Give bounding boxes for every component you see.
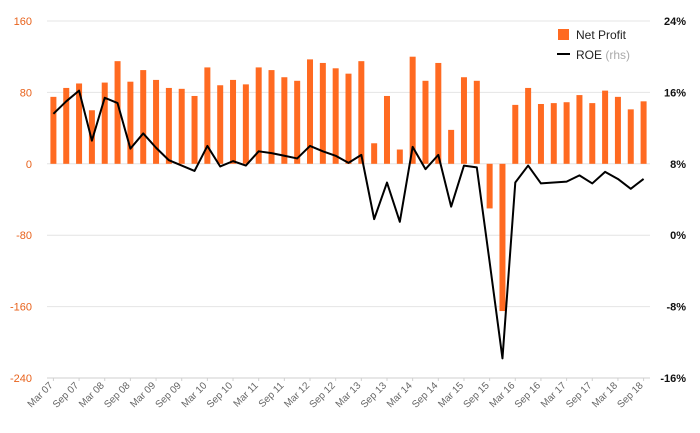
x-tick-label: Sep 18 [616,380,646,410]
legend-net-profit-label: Net Profit [576,28,627,42]
net-profit-bar [114,61,121,164]
left-tick-label: 160 [14,16,32,28]
net-profit-bar [640,101,647,164]
net-profit-bar [217,85,224,164]
net-profit-bar [383,95,390,164]
x-tick-label: Sep 10 [205,380,235,410]
net-profit-bar [191,95,198,164]
x-tick-label: Sep 07 [51,380,81,410]
net-profit-bar [255,67,262,164]
net-profit-bar [204,67,211,164]
x-tick-label: Mar 18 [590,380,620,410]
net-profit-bar [332,68,339,164]
x-tick-label: Sep 15 [462,380,492,410]
x-tick-label: Mar 09 [128,380,158,410]
net-profit-bar [294,80,301,164]
net-profit-bar [614,96,621,164]
right-tick-label: 24% [664,16,686,28]
net-profit-bar [371,143,378,164]
x-tick-label: Sep 09 [154,380,184,410]
x-tick-label: Sep 12 [308,380,338,410]
x-tick-label: Sep 11 [257,380,287,410]
x-tick-label: Mar 15 [436,380,466,410]
net-profit-bar [307,59,314,164]
net-profit-bar [345,73,352,164]
left-tick-label: 80 [20,87,32,99]
x-tick-label: Sep 17 [564,380,594,410]
net-profit-bar [178,88,185,164]
x-tick-label: Sep 13 [359,380,389,410]
net-profit-bar [63,87,70,164]
x-tick-label: Mar 14 [385,380,415,410]
net-profit-bar [422,80,429,164]
net-profit-bar [550,103,557,164]
right-tick-label: 8% [670,159,686,171]
x-tick-label: Mar 17 [539,380,569,410]
net-profit-bar [101,82,108,164]
net-profit-bar [537,104,544,164]
legend-net-profit-swatch [558,29,569,40]
net-profit-bar [127,81,134,164]
net-profit-bar [525,87,532,164]
net-profit-bar [602,90,609,164]
net-profit-bar [435,62,442,164]
x-tick-label: Mar 12 [282,380,312,410]
x-tick-label: Sep 08 [102,380,132,410]
net-profit-bar [448,129,455,164]
net-profit-bar [512,104,519,164]
x-tick-label: Mar 13 [334,380,364,410]
roe-line-group [52,89,645,360]
x-tick-label: Mar 11 [232,380,262,410]
right-tick-label: -8% [666,302,686,314]
net-profit-bar [50,96,57,164]
roe-line [52,89,645,360]
net-profit-bar [499,163,506,312]
right-tick-label: 16% [664,87,686,99]
left-tick-label: -80 [16,230,32,242]
net-profit-bar [76,83,83,164]
x-tick-label: Sep 16 [513,380,543,410]
right-axis-ticks: 24% 16% 8% 0% -8% -16% [660,16,686,385]
net-profit-bars [50,56,647,312]
net-profit-bar [140,70,147,164]
x-tick-label: Mar 08 [77,380,107,410]
net-profit-bar [589,103,596,164]
net-profit-bar [576,95,583,164]
left-tick-label: 0 [26,159,32,171]
net-profit-bar [358,61,365,164]
net-profit-bar [153,79,160,164]
net-profit-bar [281,77,288,164]
legend: Net Profit ROE (rhs) [557,28,630,62]
legend-roe-label: ROE [576,48,602,62]
net-profit-bar [409,56,416,164]
left-tick-label: -160 [10,302,32,314]
left-tick-label: -240 [10,373,32,385]
net-profit-bar [242,84,249,164]
net-profit-bar [165,87,172,164]
net-profit-bar [268,70,275,164]
left-axis-ticks: 160 80 0 -80 -160 -240 [10,16,32,385]
net-profit-bar [230,79,237,164]
net-profit-bar [460,77,467,164]
x-tick-label: Mar 10 [180,380,210,410]
right-tick-label: 0% [670,230,686,242]
net-profit-bar [319,62,326,164]
legend-roe-suffix: (rhs) [605,48,630,62]
net-profit-bar [486,163,493,209]
net-profit-bar [396,149,403,164]
net-profit-bar [473,80,480,164]
x-tick-label: Mar 16 [488,380,518,410]
right-tick-label: -16% [660,373,686,385]
legend-roe-text: ROE (rhs) [576,48,630,62]
net-profit-bar [627,109,634,164]
net-profit-bar [563,102,570,164]
x-tick-label: Sep 14 [410,380,440,410]
